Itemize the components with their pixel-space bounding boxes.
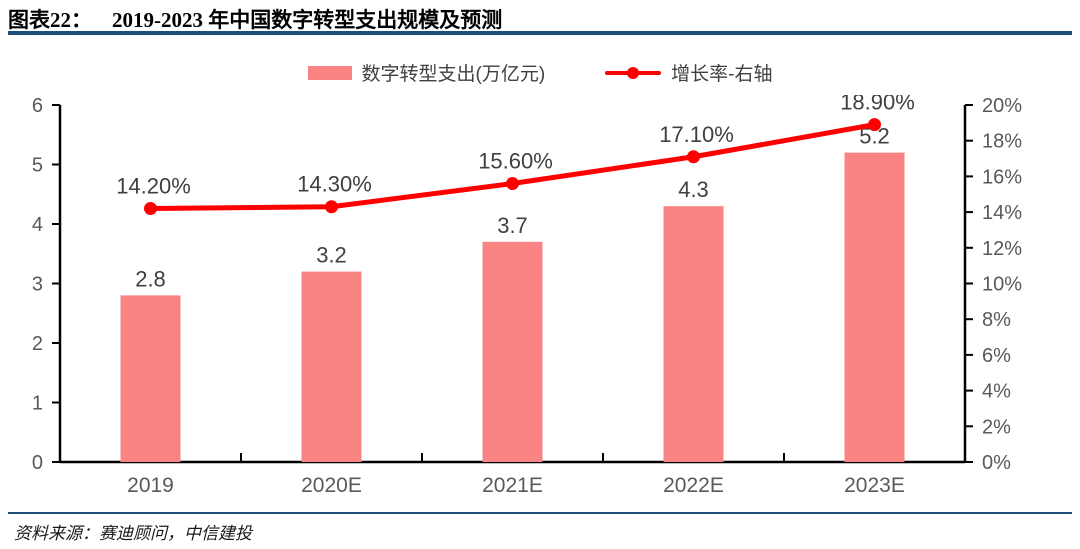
chart-legend: 数字转型支出(万亿元) 增长率-右轴 [0,59,1080,86]
left-axis-tick-label: 1 [32,393,43,415]
figure-header: 图表22： 2019-2023 年中国数字转型支出规模及预测 [8,4,1072,34]
left-axis-tick-label: 5 [32,155,43,177]
bar-value-label: 4.3 [678,177,709,202]
legend-item-line: 增长率-右轴 [605,59,772,86]
left-axis-tick-label: 2 [32,333,43,355]
chart-canvas: 0 1 2 3 4 5 6 0% 2% 4% 6% 8% 10% 12% 14% 16% 18% 20% 2019 2… [32,95,1022,497]
title-divider [8,31,1072,35]
bar-series-swatch [307,65,352,80]
growth-rate-label: 14.30% [297,172,372,197]
bar-2022E [663,206,724,462]
right-axis-tick-label: 4% [982,381,1011,403]
line-series-swatch [605,66,662,80]
bar-2020E [301,271,362,462]
right-axis-tick-label: 12% [982,238,1022,260]
growth-line-marker [868,118,881,132]
bar-2021E [482,241,543,462]
right-axis-tick-label: 18% [982,131,1022,153]
right-axis-tick-label: 20% [982,95,1022,117]
bar-value-label: 2.8 [135,266,166,291]
figure-label: 图表22： [8,8,92,32]
source-line: 资料来源：赛迪顾问，中信建投 [14,524,252,543]
figure-title: 2019-2023 年中国数字转型支出规模及预测 [112,8,503,32]
bar-series-label: 数字转型支出(万亿元) [361,64,546,85]
x-axis-label: 2020E [301,474,362,497]
right-axis-tick-label: 8% [982,309,1011,331]
x-axis-label: 2022E [663,474,724,497]
bar-2019 [120,295,181,462]
growth-rate-label: 14.20% [116,174,191,199]
legend-item-bar: 数字转型支出(万亿元) [307,59,546,86]
right-axis-tick-label: 14% [982,202,1022,224]
x-axis-label: 2019 [127,474,174,497]
growth-rate-label: 17.10% [659,122,734,147]
left-axis-tick-label: 6 [32,95,43,117]
bar-value-label: 3.2 [316,243,347,268]
growth-line-marker [325,200,338,214]
right-axis-tick-label: 6% [982,345,1011,367]
growth-rate-label: 15.60% [478,149,553,174]
right-axis-tick-label: 0% [982,452,1011,474]
x-axis-label: 2023E [844,474,905,497]
line-series-label: 增长率-右轴 [671,64,773,85]
growth-line-marker [506,177,519,191]
growth-line-marker [144,202,157,216]
bar-value-label: 3.7 [497,213,528,238]
growth-rate-label: 18.90% [840,95,915,115]
line-swatch-marker [627,66,640,79]
bar-2023E [844,152,905,462]
left-axis-tick-label: 3 [32,274,43,296]
right-axis-tick-label: 10% [982,274,1022,296]
growth-line-marker [687,150,700,164]
right-axis-tick-label: 16% [982,166,1022,188]
source-divider [8,512,1072,514]
left-axis-tick-label: 4 [32,214,43,236]
left-axis-tick-label: 0 [32,452,43,474]
right-axis-tick-label: 2% [982,416,1011,438]
x-axis-label: 2021E [482,474,543,497]
